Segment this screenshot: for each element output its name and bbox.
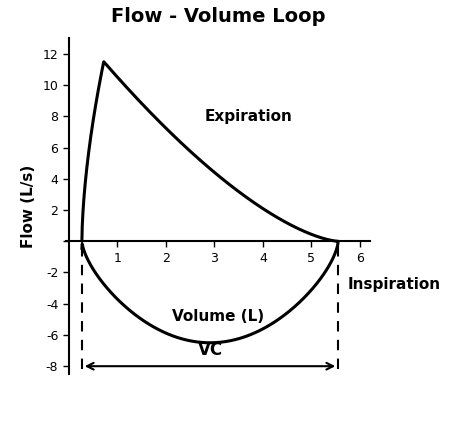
Y-axis label: Flow (L/s): Flow (L/s)	[20, 164, 36, 248]
Title: Flow - Volume Loop: Flow - Volume Loop	[111, 6, 325, 26]
Text: VC: VC	[198, 341, 223, 359]
Text: Expiration: Expiration	[204, 109, 292, 124]
X-axis label: Volume (L): Volume (L)	[172, 309, 264, 324]
Text: Inspiration: Inspiration	[348, 278, 441, 292]
